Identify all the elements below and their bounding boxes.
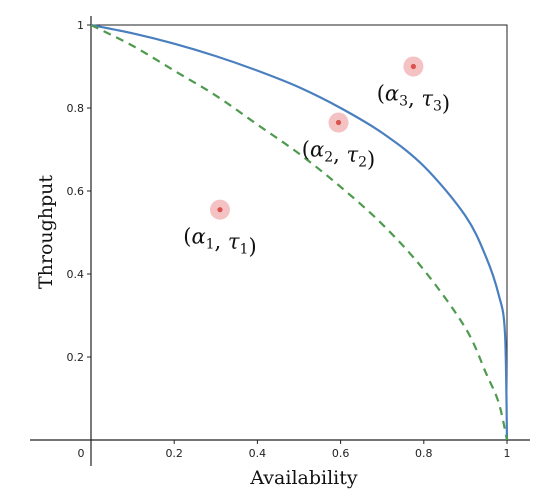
- x-axis-label: Availability: [249, 467, 358, 489]
- x-tick-label: 0.8: [415, 447, 433, 460]
- point-label-part: (: [377, 82, 385, 106]
- point-marker: [335, 119, 342, 126]
- point-label-part: ,: [333, 143, 346, 167]
- point-label-subscript: 1: [240, 242, 249, 258]
- point-label-part: τ: [228, 230, 240, 254]
- point-label-part: α: [310, 138, 324, 162]
- y-tick-label: 0.2: [67, 351, 85, 364]
- point-label-subscript: 2: [358, 155, 367, 171]
- y-tick-label: 1: [77, 19, 84, 32]
- series-line-solid: [90, 23, 509, 441]
- point-label-part: (: [302, 138, 310, 162]
- x-tick-label: 0.4: [249, 447, 267, 460]
- y-tick-label: 0.8: [67, 102, 85, 115]
- point-label: (α2, τ2): [302, 138, 375, 172]
- x-tick-label: 0.6: [332, 447, 350, 460]
- point-label-part: ,: [408, 87, 421, 111]
- y-tick-label: 0.6: [67, 185, 85, 198]
- points-group: (α1, τ1)(α2, τ2)(α3, τ3): [183, 56, 450, 259]
- x-tick-label: 0: [78, 447, 85, 460]
- point-label: (α3, τ3): [377, 82, 450, 116]
- point-label-part: τ: [346, 143, 358, 167]
- point-label-subscript: 1: [206, 237, 215, 253]
- point-label-part: ): [367, 148, 375, 172]
- point-label-part: τ: [421, 87, 433, 111]
- point-label-part: α: [191, 225, 205, 249]
- point-label-subscript: 3: [433, 99, 442, 115]
- series-group: [90, 23, 509, 441]
- point-marker: [217, 207, 223, 213]
- series-line-dashed: [90, 24, 509, 441]
- y-tick-label: 0.4: [67, 268, 85, 281]
- point-label-subscript: 3: [399, 94, 408, 110]
- ticks: 0 0.2 0.4 0.6 0.8 1 0.2 0.4 0.6 0.8 1: [67, 19, 511, 460]
- point-label-part: ,: [215, 230, 228, 254]
- point-label-subscript: 2: [324, 150, 333, 166]
- x-tick-label: 0.2: [165, 447, 183, 460]
- point-label: (α1, τ1): [183, 225, 256, 259]
- point-label-part: ): [442, 92, 450, 116]
- point-marker: [410, 63, 416, 70]
- point-label-part: ): [248, 235, 256, 259]
- y-axis-label: Throughput: [35, 175, 57, 289]
- x-tick-label: 1: [504, 447, 511, 460]
- point-label-part: α: [385, 82, 399, 106]
- point-label-part: (: [183, 225, 191, 249]
